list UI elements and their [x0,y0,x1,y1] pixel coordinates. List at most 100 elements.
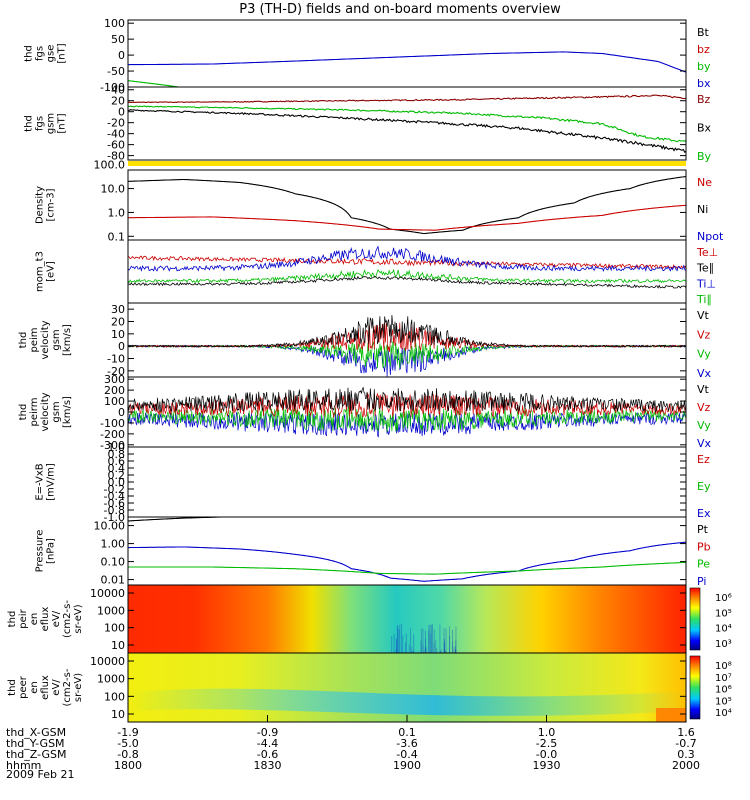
y-tick-label: 0.8 [108,448,126,461]
colorbar: 10⁶ 10⁵ 10⁴ 10³ [689,587,732,651]
y-tick-label: -200 [100,428,125,441]
figure-title: P3 (TH-D) fields and on-board moments ov… [239,2,561,17]
legend: Pt Pb Pe Pi [697,523,711,588]
y-label-line: E=-VxB [35,463,46,500]
x-tick-label: -0.6 [257,748,278,761]
colorbar-label: 10⁵ [715,696,732,707]
y-label-line: thd [24,115,35,132]
colorbar-label: 10³ [715,639,732,650]
y-label-line: [km/s] [62,324,73,356]
y-tick-label: 100 [104,395,125,408]
legend-Pb: Pb [697,540,711,553]
y-label-line: [cm-3] [46,188,57,221]
y-label-line: fgs [35,46,46,61]
y-tick-label: -80 [107,150,125,163]
y-label-line: peim [29,327,40,352]
legend-Pe: Pe [697,558,710,571]
x-tick-label: -0.8 [117,748,138,761]
colorbar-scale [689,587,701,651]
y-tick-label: 20 [111,95,125,108]
colorbar-label: 10⁴ [715,708,732,719]
x-tick-label: -5.0 [117,737,138,750]
y-axis-label: thd peer en eflux eV/(cm2-s-sr-eV) [7,668,84,706]
series-Bz [128,94,686,104]
y-tick-label: 200 [104,384,125,397]
y-label-line: mom_t3 [35,251,46,292]
legend-Ni: Ni [697,203,708,216]
spectrogram-fill [128,585,686,653]
y-label-line: thd [7,611,18,628]
series-By [128,105,686,143]
y-tick-label: 50 [111,33,125,46]
y-tick-label: 0.10 [101,556,126,569]
y-label-line: [km/s] [62,396,73,428]
y-label-line: gsm [46,113,57,134]
plot-area [128,245,686,289]
y-tick-label: -60 [107,139,125,152]
y-label-line: gse [46,45,57,63]
y-label-line: eV/ [51,610,62,627]
y-tick-label: 0 [118,406,125,419]
y-tick-label: -50 [107,65,125,78]
y-label-line: [nT] [57,43,68,63]
y-label-line: eV/ [51,679,62,696]
legend: Te⊥ Te∥ Ti⊥ Ti∥ [696,246,718,306]
legend-Vx: Vx [697,367,712,380]
series-Ni [128,175,686,235]
panel-density: 100.0 10.0 1.0 0.1 Density [cm-3] Ne Ni Npot [35,159,724,244]
legend: Bz Bx By [697,93,712,163]
y-label-line: velocity [40,320,51,359]
y-label-line: [mV/m] [46,463,57,501]
plot-area [128,585,686,653]
panel-peir_flux: 10⁶ 10⁵ 10⁴ 10³ 10000 1000 100 10 thd peir en eflux… [7,584,732,654]
legend: Ne Ni Npot [697,176,724,243]
trace [128,314,686,348]
panel-frame [127,446,687,518]
y-axis-label: thd peir en eflux eV/(cm2-s-sr-eV) [7,600,84,638]
y-label-line: fgs [35,116,46,131]
y-tick-label: 100 [104,690,125,703]
legend-Vt: Vt [697,309,710,322]
series-Bx [128,109,686,154]
y-tick-label: -0.2 [104,483,125,496]
legend-bx: bx [697,77,711,90]
y-label-line: en [29,613,40,626]
legend-Bx: Bx [697,122,712,135]
y-tick-label: 10.0 [101,183,126,196]
series-Pe [128,561,686,575]
x-tick-label: -2.5 [536,737,557,750]
legend-Bz: Bz [697,93,711,106]
y-tick-label: 0.01 [101,574,126,587]
legend-Ti⊥: Ti⊥ [696,277,716,290]
legend-bz: bz [697,43,710,56]
y-tick-label: -0.8 [104,504,125,517]
y-tick-label: 0.1 [108,230,126,243]
y-label-line: [nT] [57,113,68,133]
y-tick-label: 10.00 [94,520,126,533]
y-label-line: (cm2-s- [62,668,73,706]
x-row-label: hhmm [6,759,41,772]
legend-Npot: Npot [697,230,724,243]
legend-Ex: Ex [697,507,711,520]
y-tick-label: 0 [118,49,125,62]
y-label-line: en [29,681,40,694]
y-tick-label: 1.0 [108,441,126,454]
colorbar-label: 10⁶ [715,593,732,604]
legend-Vx: Vx [697,437,712,450]
colorbar-label: 10⁶ [715,685,732,696]
legend-Bt: Bt [697,26,710,39]
colorbar-label: 10⁷ [715,673,732,684]
y-axis-label: thd peim velocity gsm [km/s] [18,320,73,359]
y-label-line: thd [7,679,18,696]
panel-fgs_gse: 100 50 0 -50 -100 thd fgs gse [nT] Bt bz by bx [24,17,711,94]
colorbar-label: 10⁵ [715,608,732,619]
legend-Ti∥: Ti∥ [696,293,712,306]
y-tick-label: 1000 [97,604,125,617]
y-tick-label: 10000 [90,587,125,600]
y-label-line: eflux [40,607,51,632]
